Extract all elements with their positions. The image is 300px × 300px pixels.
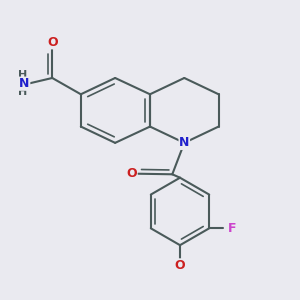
Text: N: N bbox=[179, 136, 190, 149]
Text: O: O bbox=[175, 259, 185, 272]
Text: H: H bbox=[18, 70, 27, 80]
Text: O: O bbox=[47, 36, 58, 49]
Text: O: O bbox=[126, 167, 137, 180]
Text: F: F bbox=[228, 222, 236, 235]
Text: N: N bbox=[20, 77, 30, 90]
Text: H: H bbox=[18, 87, 27, 97]
